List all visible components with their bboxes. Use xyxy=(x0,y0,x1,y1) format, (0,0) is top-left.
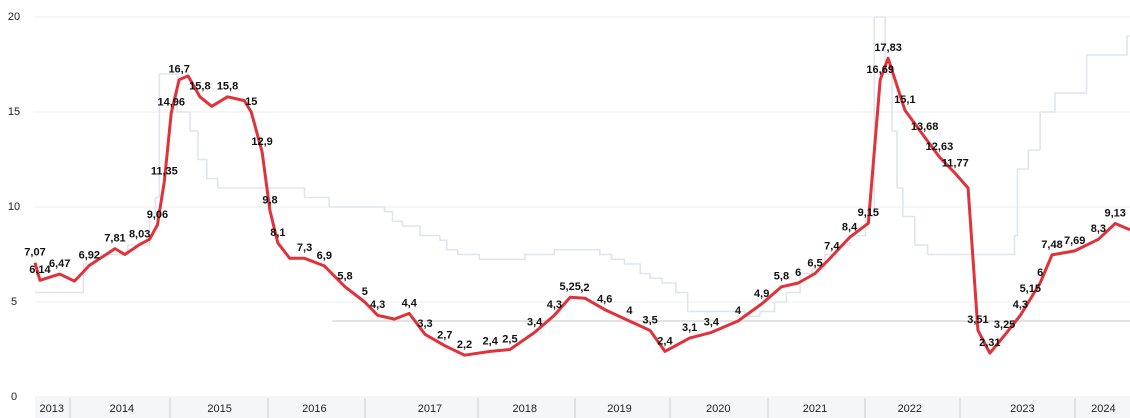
x-tick-label: 2020 xyxy=(706,403,730,415)
value-label: 7,81 xyxy=(104,233,125,245)
value-label: 16,7 xyxy=(168,64,189,76)
x-tick-label: 2017 xyxy=(418,403,442,415)
value-label: 8,03 xyxy=(129,228,150,240)
value-label: 8,4 xyxy=(842,221,858,233)
value-label: 6 xyxy=(1037,267,1043,279)
value-label: 15,1 xyxy=(894,94,915,106)
value-label: 8,3 xyxy=(1091,223,1106,235)
value-label: 5,25 xyxy=(559,281,580,293)
value-label: 3,4 xyxy=(704,316,720,328)
value-label: 6,9 xyxy=(317,250,332,262)
value-label: 9,15 xyxy=(858,207,879,219)
value-label: ,2 xyxy=(580,282,589,294)
value-label: 6 xyxy=(795,267,801,279)
y-tick-label: 0 xyxy=(11,391,17,403)
series-line xyxy=(35,16,1130,318)
value-label: 5,8 xyxy=(774,271,789,283)
x-tick-label: 2018 xyxy=(512,403,536,415)
value-label: 2,2 xyxy=(457,339,472,351)
value-label: 2,31 xyxy=(979,337,1000,349)
value-label: 15,8 xyxy=(189,81,210,93)
value-label: 9,8 xyxy=(262,195,277,207)
value-label: 3,4 xyxy=(527,316,543,328)
value-label: 6,47 xyxy=(49,258,70,270)
year-separators xyxy=(69,398,1076,418)
value-label: 4,9 xyxy=(754,288,769,300)
value-label: 8,1 xyxy=(270,227,285,239)
x-tick-label: 2014 xyxy=(110,403,134,415)
value-label: 6,14 xyxy=(29,264,51,276)
value-label: 4,3 xyxy=(370,299,385,311)
value-label: 4,6 xyxy=(597,294,612,306)
value-label: 2,4 xyxy=(483,335,499,347)
value-label: 5,15 xyxy=(1020,283,1041,295)
value-label: 3,1 xyxy=(682,322,697,334)
value-label: 6,5 xyxy=(807,257,822,269)
value-label: 4,3 xyxy=(547,299,562,311)
x-axis-band xyxy=(35,398,1130,418)
y-tick-label: 10 xyxy=(8,201,20,213)
value-label: 14,96 xyxy=(157,97,185,109)
value-label: 16,69 xyxy=(866,64,894,76)
value-label: 6,92 xyxy=(79,249,100,261)
value-label: 4,4 xyxy=(402,297,418,309)
x-tick-label: 2021 xyxy=(803,403,827,415)
value-label: 3,5 xyxy=(642,314,657,326)
value-label: 11,35 xyxy=(151,165,178,177)
value-label: 3,51 xyxy=(967,314,988,326)
value-label: 4 xyxy=(626,305,633,317)
value-label: 5,8 xyxy=(337,271,352,283)
value-label: 7,48 xyxy=(1041,239,1062,251)
value-label: 7,3 xyxy=(297,242,312,254)
value-label: 4,3 xyxy=(1013,299,1028,311)
value-label: 12,9 xyxy=(251,136,272,148)
value-label: 3,3 xyxy=(417,318,432,330)
series-line xyxy=(33,56,1130,357)
x-tick-label: 2016 xyxy=(302,403,326,415)
value-label: 12,63 xyxy=(926,141,954,153)
value-label: 17,83 xyxy=(874,42,902,54)
value-label: 15,8 xyxy=(217,81,238,93)
x-tick-label: 2019 xyxy=(607,403,631,415)
value-label: 9,06 xyxy=(147,209,168,221)
y-tick-label: 5 xyxy=(11,296,17,308)
value-label: 2,7 xyxy=(437,330,452,342)
x-tick-label: 2023 xyxy=(1010,403,1034,415)
x-tick-label: 2024 xyxy=(1091,403,1115,415)
y-tick-label: 15 xyxy=(8,106,20,118)
x-tick-label: 2022 xyxy=(898,403,922,415)
value-label: 13,68 xyxy=(911,121,939,133)
value-label: 3,25 xyxy=(994,319,1015,331)
value-label: 9,13 xyxy=(1104,207,1125,219)
y-tick-label: 20 xyxy=(8,11,20,23)
x-tick-label: 2013 xyxy=(40,403,64,415)
value-label: 7,69 xyxy=(1064,235,1085,247)
value-label: 5 xyxy=(362,286,368,298)
value-label: 4 xyxy=(735,305,742,317)
value-label: 15 xyxy=(245,96,257,108)
value-label: 7,07 xyxy=(24,247,45,259)
value-label: 2,5 xyxy=(502,333,517,345)
value-label: 2,4 xyxy=(657,335,673,347)
value-label: 7,4 xyxy=(824,240,840,252)
value-label: 11,77 xyxy=(942,157,969,169)
x-tick-label: 2015 xyxy=(207,403,231,415)
